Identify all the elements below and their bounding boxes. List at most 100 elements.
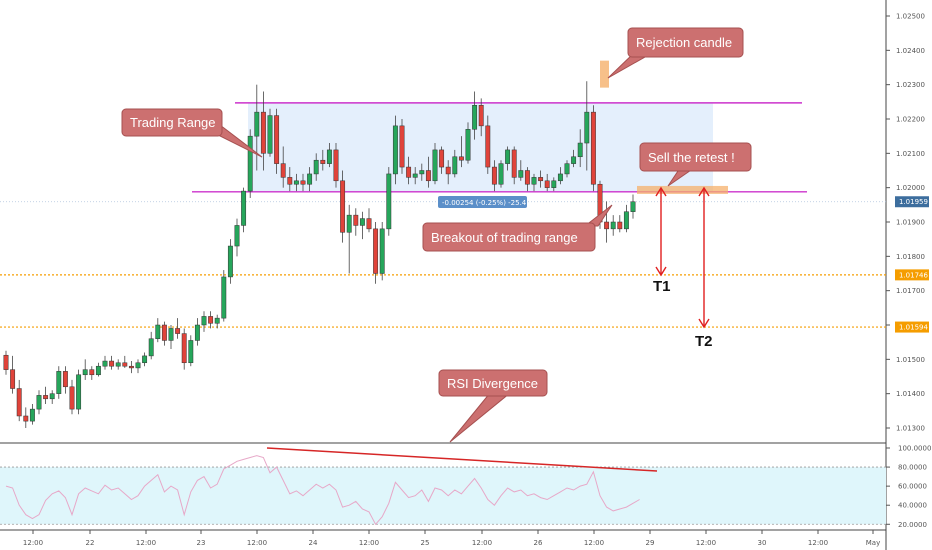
candle	[617, 215, 623, 233]
price-tick-label: 1.02300	[896, 81, 925, 89]
candle	[432, 143, 438, 185]
time-tick-label: 22	[86, 539, 95, 547]
candle-body	[538, 177, 544, 182]
candle-body	[148, 338, 154, 357]
candle-body	[425, 170, 431, 182]
candle	[300, 173, 306, 192]
candle-body	[313, 159, 319, 175]
candle	[630, 194, 636, 219]
candle	[491, 160, 497, 192]
candle	[485, 115, 491, 174]
price-tick-label: 1.01400	[896, 390, 925, 398]
candle-body	[472, 105, 478, 130]
candle-body	[439, 149, 445, 168]
candle	[76, 369, 82, 415]
candle	[69, 379, 75, 415]
candle-body	[386, 173, 392, 230]
candle-body	[485, 125, 491, 168]
candle	[95, 362, 101, 377]
candle	[148, 331, 154, 360]
t1-price-tag-text: 1.01746	[899, 271, 928, 279]
candle	[557, 167, 563, 185]
target-t2-arrow-head-up	[698, 186, 710, 197]
candle	[16, 379, 22, 422]
candle	[227, 239, 233, 284]
time-tick-label: 12:00	[359, 539, 379, 547]
candle-body	[452, 156, 458, 175]
time-tick-label: 12:00	[23, 539, 43, 547]
candle	[346, 204, 352, 274]
candle	[472, 91, 478, 140]
candle	[142, 352, 148, 367]
price-tick-label: 1.01300	[896, 425, 925, 433]
candle	[340, 170, 346, 243]
time-tick-label: 29	[646, 539, 655, 547]
t2-price-tag: 1.01594	[895, 321, 929, 333]
candle-body	[445, 166, 451, 175]
time-tick-label: 12:00	[247, 539, 267, 547]
target-t1-label: T1	[653, 278, 671, 295]
candle	[577, 129, 583, 168]
target-t2-arrow	[698, 186, 710, 329]
candle	[531, 173, 537, 192]
candle-body	[161, 324, 167, 341]
candle-body	[194, 324, 200, 341]
candle-body	[465, 129, 471, 161]
candle-body	[353, 214, 359, 226]
target-t1-arrow-head-up	[655, 186, 667, 197]
time-tick-label: 12:00	[696, 539, 716, 547]
candle-body	[10, 369, 16, 389]
sell-retest-callout: Sell the retest !	[639, 142, 752, 187]
candle	[102, 355, 108, 370]
candle	[254, 84, 260, 171]
candle	[201, 311, 207, 332]
candle	[175, 318, 181, 339]
candle-body	[333, 149, 339, 182]
measure-tag: -0.00254 (-0.25%) -25.4	[438, 196, 527, 208]
candle	[590, 105, 596, 192]
candle-body	[115, 362, 121, 367]
candle	[293, 173, 299, 192]
candle	[62, 366, 68, 394]
t1-price-tag-bg	[895, 269, 929, 281]
candle-body	[326, 149, 332, 164]
candle	[538, 170, 544, 188]
candle-body	[247, 135, 253, 192]
price-axis: 1.02500 1.02400 1.02300 1.02200 1.02100 1.020…	[886, 13, 929, 433]
candle	[109, 355, 115, 370]
candle	[56, 366, 62, 399]
candle	[425, 156, 431, 188]
candle-body	[267, 115, 273, 154]
candle	[135, 359, 141, 374]
candle-body	[551, 180, 557, 188]
price-tick-label: 1.02500	[896, 13, 925, 21]
candle-body	[3, 354, 9, 370]
candle-body	[214, 317, 220, 324]
candle-body	[590, 111, 596, 185]
time-axis: 12:00 22 12:00 23 12:00 24 12:00 25 12:00 26 12:00…	[23, 530, 880, 547]
candle	[373, 222, 379, 284]
candle	[234, 218, 240, 257]
candle-body	[557, 173, 563, 182]
candle-body	[379, 228, 385, 274]
candle	[452, 149, 458, 178]
candle-body	[300, 180, 306, 185]
candle	[168, 325, 174, 350]
rsi-tick-label: 60.0000	[898, 483, 927, 491]
candle-body	[56, 371, 62, 394]
t1-price-tag: 1.01746	[895, 269, 929, 281]
candle	[604, 201, 610, 243]
candle	[307, 167, 313, 192]
candle	[406, 156, 412, 185]
candle-body	[630, 201, 636, 212]
candle-body	[412, 173, 418, 178]
candle-body	[142, 355, 148, 364]
candle-body	[221, 276, 227, 319]
candle	[161, 321, 167, 346]
candle	[399, 119, 405, 174]
candle-body	[610, 221, 616, 230]
candle-body	[524, 170, 530, 185]
candle-body	[36, 395, 42, 410]
candle-body	[577, 142, 583, 158]
